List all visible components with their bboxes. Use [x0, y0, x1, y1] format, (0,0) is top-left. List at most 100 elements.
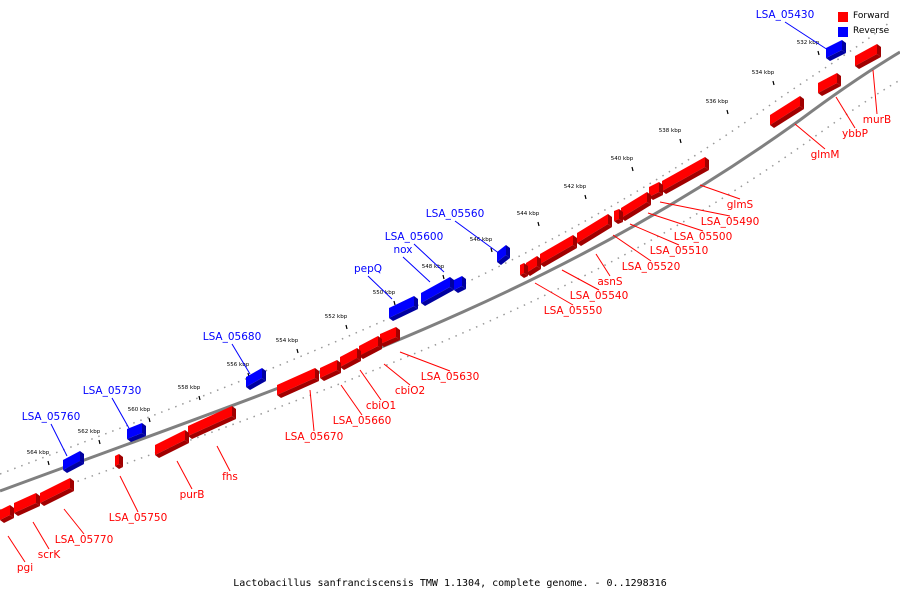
gene-ybbp[interactable]: ybbP: [818, 73, 868, 140]
gene-lsa_05560[interactable]: LSA_05560: [426, 208, 510, 265]
gene-block-bottom: [770, 106, 804, 128]
gene-block-bottom: [826, 50, 846, 61]
gene-block-face: [127, 423, 142, 439]
gene-block-face: [340, 348, 357, 367]
gene-asns[interactable]: asnS: [540, 235, 623, 288]
gene-block-face: [155, 430, 185, 455]
gene-lsa_05430[interactable]: LSA_05430: [756, 9, 846, 61]
scale-tick-label: 558 kbp: [178, 385, 201, 391]
gene-pgi[interactable]: pgi: [0, 505, 33, 574]
gene-label-leader: [119, 475, 139, 513]
gene-block-face: [421, 277, 450, 303]
gene-block-side: [842, 40, 846, 53]
gene-lsa_05670[interactable]: LSA_05670: [277, 368, 343, 443]
gene-pepq[interactable]: pepQ: [354, 263, 418, 321]
gene-lsa_05600[interactable]: LSA_05600: [385, 231, 454, 306]
gene-label: murB: [863, 114, 891, 126]
gene-label-leader: [7, 535, 26, 563]
gene-block-face: [520, 263, 524, 275]
gene-label: LSA_05760: [22, 411, 81, 423]
gene-cbio2[interactable]: cbiO2: [359, 336, 425, 397]
gene-fhs[interactable]: fhs: [188, 406, 238, 483]
gene-label: LSA_05540: [570, 290, 629, 302]
gene-lsa_05520[interactable]: LSA_05520: [577, 214, 680, 273]
gene-lsa_05550[interactable]: LSA_05550: [520, 263, 602, 317]
gene-block-side: [800, 96, 804, 109]
gene-block-bottom: [246, 378, 266, 390]
gene-block-bottom: [520, 273, 528, 278]
gene-lsa_05660[interactable]: LSA_05660: [320, 360, 391, 427]
gene-nox[interactable]: nox: [394, 244, 466, 293]
gene-block-face: [454, 276, 462, 290]
gene-block-face: [14, 493, 36, 513]
gene-block-face: [540, 235, 573, 264]
gene-block-side: [80, 451, 84, 464]
gene-block-face: [277, 368, 315, 395]
gene-glms[interactable]: glmS: [662, 157, 754, 211]
gene-lsa_05680[interactable]: LSA_05680: [203, 331, 266, 390]
gene-lsa_05760[interactable]: LSA_05760: [22, 411, 84, 473]
scale-tick-label: 536 kbp: [706, 99, 729, 105]
gene-purb[interactable]: purB: [155, 430, 204, 501]
scale-tick-label: 544 kbp: [517, 211, 540, 217]
gene-block-bottom: [649, 192, 663, 200]
gene-label: scrK: [38, 549, 62, 561]
scale-tick-mark: [198, 395, 201, 401]
gene-lsa_05770[interactable]: LSA_05770: [40, 478, 113, 546]
gene-label-leader: [595, 253, 611, 277]
gene-label: LSA_05510: [650, 245, 709, 257]
gene-murb[interactable]: murB: [855, 44, 891, 126]
gene-block-side: [70, 478, 74, 491]
gene-label: LSA_05500: [674, 231, 733, 243]
gene-label: LSA_05490: [701, 216, 760, 228]
gene-lsa_05750[interactable]: LSA_05750: [109, 454, 168, 524]
gene-label: ybbP: [842, 128, 868, 140]
gene-label: LSA_05750: [109, 512, 168, 524]
gene-scrk[interactable]: scrK: [14, 493, 61, 561]
scale-tick-mark: [98, 439, 101, 445]
gene-cbio1[interactable]: cbiO1: [340, 348, 396, 412]
scale-tick-label: 548 kbp: [422, 264, 445, 270]
scale-tick-label: 540 kbp: [611, 156, 634, 162]
gene-label: LSA_05520: [622, 261, 681, 273]
gene-label-leader: [659, 201, 731, 217]
gene-block-bottom: [0, 515, 14, 523]
gene-label-leader: [835, 96, 856, 129]
gene-label: pepQ: [354, 263, 382, 275]
gene-block-bottom: [526, 266, 541, 276]
gene-label-leader: [399, 351, 451, 372]
gene-lsa_05490[interactable]: LSA_05490: [649, 182, 759, 228]
scale-tick-label: 564 kbp: [27, 450, 50, 456]
gene-label: LSA_05770: [55, 534, 114, 546]
gene-glmm[interactable]: glmM: [770, 96, 839, 161]
strand-legend: Forward Reverse: [838, 9, 889, 39]
gene-block-bottom: [614, 219, 623, 224]
gene-block-side: [378, 336, 382, 349]
gene-label-leader: [534, 282, 574, 306]
scale-tick-mark: [772, 80, 775, 86]
gene-lsa_05510[interactable]: LSA_05510: [614, 209, 708, 257]
gene-label-leader: [402, 256, 431, 283]
gene-label: LSA_05680: [203, 331, 262, 343]
gene-block-bottom: [155, 440, 189, 458]
gene-block-side: [647, 192, 651, 205]
gene-label-leader: [383, 363, 411, 386]
gene-block-side: [396, 327, 400, 340]
gene-block-side: [619, 209, 623, 222]
gene-block-face: [770, 96, 800, 125]
gene-block-side: [36, 493, 40, 506]
scale-tick-mark: [393, 300, 396, 306]
gene-label: nox: [394, 244, 413, 256]
gene-block-side: [262, 368, 266, 381]
gene-label-leader: [63, 508, 85, 535]
scale-tick-mark: [584, 194, 587, 200]
gene-block-face: [320, 360, 337, 378]
gene-lsa_05540[interactable]: LSA_05540: [526, 256, 628, 302]
scale-tick-label: 554 kbp: [276, 338, 299, 344]
gene-lsa_05630[interactable]: LSA_05630: [380, 327, 479, 383]
gene-lsa_05730[interactable]: LSA_05730: [83, 385, 146, 442]
gene-block-bottom: [818, 83, 841, 96]
gene-lsa_05500[interactable]: LSA_05500: [621, 192, 732, 243]
gene-block-side: [659, 182, 663, 195]
